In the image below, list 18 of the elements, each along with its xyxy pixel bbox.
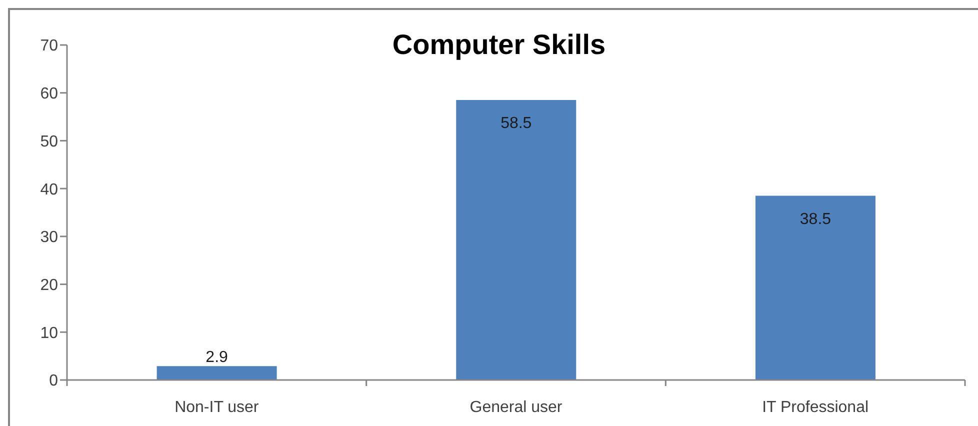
y-tick-label: 70 [40, 38, 58, 55]
y-tick-label: 60 [40, 86, 58, 103]
x-tick-label: General user [470, 399, 563, 416]
bar [156, 366, 277, 380]
y-tick-label: 40 [40, 181, 58, 198]
bar [456, 100, 576, 380]
bar [755, 196, 876, 380]
x-tick-label: Non-IT user [174, 399, 260, 416]
data-label: 38.5 [800, 210, 832, 228]
y-tick-label: 30 [40, 229, 58, 246]
data-label: 2.9 [206, 349, 228, 366]
y-tick-label: 20 [40, 276, 58, 294]
chart-title: Computer Skills [392, 29, 606, 60]
y-tick-label: 0 [49, 372, 58, 390]
data-label: 58.5 [500, 115, 532, 132]
y-tick-label: 50 [40, 133, 58, 150]
y-tick-label: 10 [40, 324, 58, 342]
x-tick-label: IT Professional [762, 399, 869, 416]
